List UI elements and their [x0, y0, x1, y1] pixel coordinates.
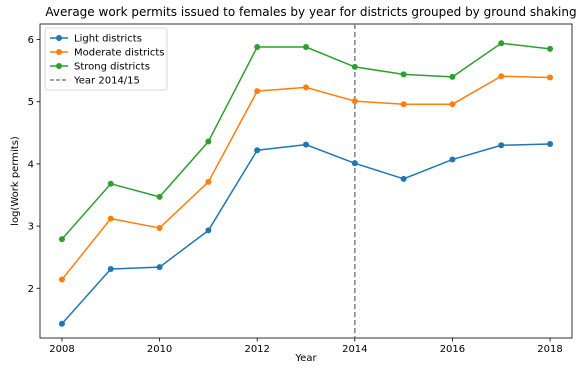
- data-point: [254, 44, 261, 51]
- legend-box: [44, 27, 168, 91]
- data-point: [156, 264, 163, 271]
- data-point: [254, 88, 261, 95]
- data-point: [205, 178, 212, 185]
- y-tick-label: 3: [28, 222, 34, 233]
- legend-item: Strong districts: [50, 62, 150, 73]
- data-point: [303, 44, 309, 51]
- legend-item: Year 2014/15: [50, 76, 140, 87]
- data-point: [351, 160, 358, 167]
- legend-item: Light districts: [50, 34, 142, 45]
- x-tick-label: 2008: [49, 344, 74, 355]
- data-point: [498, 142, 505, 149]
- data-point: [107, 180, 114, 187]
- legend-label: Light districts: [74, 34, 142, 45]
- data-point: [303, 141, 309, 148]
- data-point: [449, 101, 456, 108]
- x-tick-label: 2012: [244, 344, 269, 355]
- data-point: [156, 224, 163, 231]
- data-point: [254, 147, 261, 154]
- plot-frame: [39, 23, 573, 339]
- legend-label: Year 2014/15: [73, 76, 140, 87]
- x-tick-label: 2010: [147, 344, 172, 355]
- data-point: [351, 98, 358, 105]
- series-light-districts: [58, 141, 554, 327]
- y-axis-label: log(Work permits): [10, 136, 21, 226]
- series-line: [61, 143, 551, 325]
- legend-label: Strong districts: [74, 62, 150, 73]
- data-point: [58, 236, 65, 243]
- data-point: [205, 227, 212, 234]
- data-point: [400, 71, 407, 78]
- legend-swatch-marker: [56, 49, 62, 55]
- y-tick-label: 4: [28, 159, 34, 170]
- data-point: [205, 138, 212, 145]
- series-strong-districts: [58, 40, 554, 243]
- data-point: [547, 45, 554, 52]
- legend-label: Moderate districts: [74, 48, 165, 59]
- legend-item: Moderate districts: [50, 48, 165, 59]
- legend-swatch-marker: [56, 63, 62, 69]
- chart-title: Average work permits issued to females b…: [45, 5, 576, 19]
- y-tick-label: 2: [28, 284, 34, 295]
- data-point: [400, 175, 407, 182]
- data-point: [156, 193, 163, 200]
- x-tick-label: 2014: [342, 344, 367, 355]
- y-tick-label: 5: [28, 97, 34, 108]
- y-axis: 2 3 4 5 6: [28, 35, 40, 295]
- plot-area: [39, 23, 573, 339]
- data-point: [449, 156, 456, 163]
- y-tick-label: 6: [28, 35, 34, 46]
- data-point: [547, 74, 554, 81]
- x-tick-label: 2016: [440, 344, 465, 355]
- data-point: [547, 141, 554, 148]
- data-point: [107, 215, 114, 222]
- legend: Light districts Moderate districts Strong …: [44, 27, 168, 91]
- data-point: [498, 73, 505, 80]
- data-point: [400, 101, 407, 108]
- data-point: [58, 276, 65, 283]
- x-axis-label: Year: [294, 353, 317, 364]
- data-point: [351, 63, 358, 70]
- series-line: [61, 75, 551, 281]
- data-point: [449, 73, 456, 80]
- x-axis: 2008 2010 2012 2014 2016 2018: [49, 338, 563, 355]
- data-point: [498, 40, 505, 47]
- series-moderate-districts: [58, 73, 554, 283]
- data-point: [303, 84, 309, 91]
- x-tick-label: 2018: [537, 344, 562, 355]
- series-layer: [58, 40, 554, 327]
- data-point: [107, 265, 114, 272]
- data-point: [58, 320, 65, 327]
- legend-swatch-marker: [56, 35, 62, 41]
